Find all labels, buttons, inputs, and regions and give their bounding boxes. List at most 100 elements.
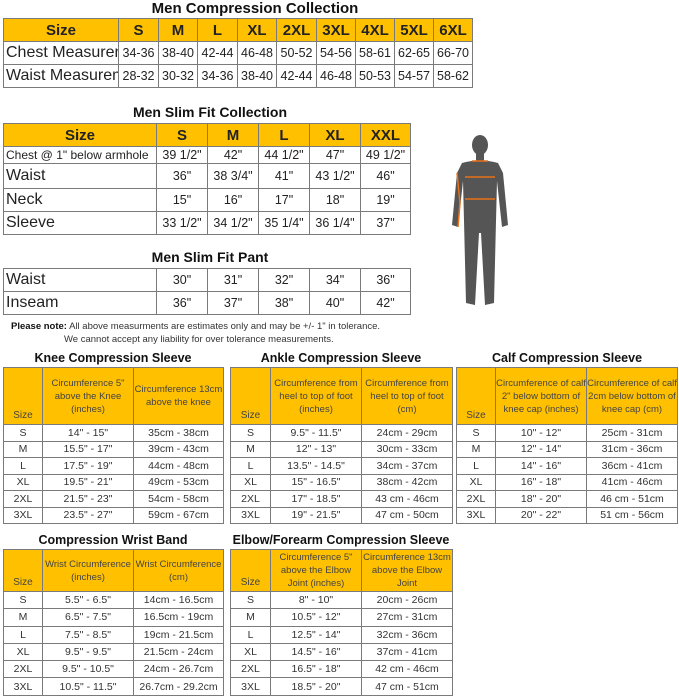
table-cell: 62-65 bbox=[394, 41, 434, 65]
row-label: 2XL bbox=[3, 490, 43, 508]
table-cell: 14" - 15" bbox=[42, 424, 134, 442]
table-cell: 42-44 bbox=[197, 41, 238, 65]
table-row: S 10" - 12" 25cm - 31cm bbox=[456, 424, 678, 442]
table-row: 2XL 16.5" - 18" 42 cm - 46cm bbox=[230, 660, 453, 679]
table-cell: 49cm - 53cm bbox=[133, 473, 224, 491]
table-row: Neck 15" 16" 17" 18" 19" bbox=[3, 188, 411, 212]
header-row: Size Wrist Circumference (inches) Wrist Ci… bbox=[3, 549, 224, 592]
row-label: XL bbox=[3, 642, 43, 662]
table-cell: 19" bbox=[360, 188, 411, 212]
table-cell: 28-32 bbox=[118, 64, 159, 88]
table-cell: 24cm - 26.7cm bbox=[133, 660, 224, 679]
table-row: XL 16" - 18" 41cm - 46cm bbox=[456, 473, 678, 491]
table-cell: 37" bbox=[207, 291, 259, 315]
table-row: Waist 30" 31" 32" 34" 36" bbox=[3, 268, 411, 292]
row-label: Sleeve bbox=[3, 211, 157, 235]
table-row: L 7.5" - 8.5" 19cm - 21.5cm bbox=[3, 625, 224, 644]
column-header: Size bbox=[3, 549, 43, 592]
column-header: Circumference of calf 2cm below bottom o… bbox=[586, 367, 678, 425]
row-label: Waist Measurement bbox=[3, 64, 119, 88]
table-row: L 17.5" - 19" 44cm - 48cm bbox=[3, 457, 224, 475]
table-cell: 24cm - 29cm bbox=[361, 424, 453, 442]
column-header: Size bbox=[3, 18, 119, 42]
table-row: Chest Measurement34-3638-4042-4446-4850-… bbox=[3, 41, 473, 65]
row-label: S bbox=[3, 590, 43, 610]
elbow-title: Elbow/Forearm Compression Sleeve bbox=[232, 533, 450, 547]
table-cell: 20" - 22" bbox=[495, 506, 587, 524]
table-cell: 34 1/2" bbox=[207, 211, 259, 235]
table-row: 3XL 18.5" - 20" 47 cm - 51cm bbox=[230, 677, 453, 696]
table-cell: 31cm - 36cm bbox=[586, 440, 678, 458]
row-label: 3XL bbox=[3, 677, 43, 696]
table-cell: 36cm - 41cm bbox=[586, 457, 678, 475]
table-cell: 26.7cm - 29.2cm bbox=[133, 677, 224, 696]
table-cell: 10.5" - 11.5" bbox=[42, 677, 134, 696]
elbow-size-table: Size Circumference 5" above the Elbow Joi… bbox=[230, 549, 453, 696]
table-cell: 30cm - 33cm bbox=[361, 440, 453, 458]
table-row: L 12.5" - 14" 32cm - 36cm bbox=[230, 625, 453, 644]
table-row: M 12" - 13" 30cm - 33cm bbox=[230, 440, 453, 458]
knee-size-table: Size Circumference 5" above the Knee (inc… bbox=[3, 367, 224, 524]
table-cell: 8" - 10" bbox=[270, 590, 362, 610]
header-row: Size Circumference of calf 2" below botto… bbox=[456, 367, 678, 425]
table-cell: 37cm - 41cm bbox=[361, 642, 453, 662]
row-label: 2XL bbox=[230, 490, 271, 508]
table-cell: 46-48 bbox=[237, 41, 277, 65]
table-cell: 6.5" - 7.5" bbox=[42, 608, 134, 627]
table-cell: 34cm - 37cm bbox=[361, 457, 453, 475]
note-label: Please note: bbox=[11, 321, 67, 332]
table-cell: 10" - 12" bbox=[495, 424, 587, 442]
table-cell: 9.5" - 10.5" bbox=[42, 660, 134, 679]
table-cell: 37" bbox=[360, 211, 411, 235]
table-cell: 12" - 14" bbox=[495, 440, 587, 458]
table-cell: 15.5" - 17" bbox=[42, 440, 134, 458]
table-cell: 54-57 bbox=[394, 64, 434, 88]
table-cell: 41" bbox=[258, 163, 310, 189]
row-label: M bbox=[230, 440, 271, 458]
table-row: S 5.5" - 6.5" 14cm - 16.5cm bbox=[3, 590, 224, 610]
table-cell: 20cm - 26cm bbox=[361, 590, 453, 610]
table-cell: 13.5" - 14.5" bbox=[270, 457, 362, 475]
row-label: L bbox=[3, 625, 43, 644]
slimfit-title: Men Slim Fit Collection bbox=[132, 104, 287, 120]
table-row: Waist 36" 38 3/4" 41" 43 1/2" 46" bbox=[3, 163, 411, 189]
column-header: Circumference from heel to top of foot (… bbox=[270, 367, 362, 425]
table-cell: 30-32 bbox=[158, 64, 198, 88]
table-cell: 43 cm - 46cm bbox=[361, 490, 453, 508]
table-cell: 50-53 bbox=[355, 64, 395, 88]
row-label: Neck bbox=[3, 188, 157, 212]
table-cell: 10.5" - 12" bbox=[270, 608, 362, 627]
table-cell: 16" - 18" bbox=[495, 473, 587, 491]
table-row: S 9.5" - 11.5" 24cm - 29cm bbox=[230, 424, 453, 442]
table-cell: 38-40 bbox=[237, 64, 277, 88]
table-cell: 14.5" - 16" bbox=[270, 642, 362, 662]
table-cell: 33 1/2" bbox=[156, 211, 208, 235]
column-header: XXL bbox=[360, 123, 411, 147]
table-cell: 54cm - 58cm bbox=[133, 490, 224, 508]
slimfit-size-table: Size S M L XL XXL Chest @ 1" below armhole 39 1… bbox=[3, 123, 411, 235]
column-header: 6XL bbox=[433, 18, 473, 42]
row-label: 3XL bbox=[230, 677, 271, 696]
table-cell: 38 3/4" bbox=[207, 163, 259, 189]
table-cell: 12.5" - 14" bbox=[270, 625, 362, 644]
table-row: M 10.5" - 12" 27cm - 31cm bbox=[230, 608, 453, 627]
table-cell: 7.5" - 8.5" bbox=[42, 625, 134, 644]
table-cell: 49 1/2" bbox=[360, 146, 411, 164]
ankle-title: Ankle Compression Sleeve bbox=[260, 351, 422, 365]
table-row: Sleeve 33 1/2" 34 1/2" 35 1/4" 36 1/4" 37" bbox=[3, 211, 411, 235]
table-cell: 66-70 bbox=[433, 41, 473, 65]
row-label: XL bbox=[230, 473, 271, 491]
table-row: L 13.5" - 14.5" 34cm - 37cm bbox=[230, 457, 453, 475]
table-cell: 38-40 bbox=[158, 41, 198, 65]
table-cell: 16" bbox=[207, 188, 259, 212]
table-cell: 35 1/4" bbox=[258, 211, 310, 235]
column-header: 2XL bbox=[276, 18, 317, 42]
table-cell: 9.5" - 9.5" bbox=[42, 642, 134, 662]
table-cell: 54-56 bbox=[316, 41, 356, 65]
row-label: 2XL bbox=[230, 660, 271, 679]
compression-title: Men Compression Collection bbox=[151, 0, 359, 17]
column-header: L bbox=[197, 18, 238, 42]
table-cell: 32cm - 36cm bbox=[361, 625, 453, 644]
table-cell: 30" bbox=[156, 268, 208, 292]
table-cell: 17" bbox=[258, 188, 310, 212]
